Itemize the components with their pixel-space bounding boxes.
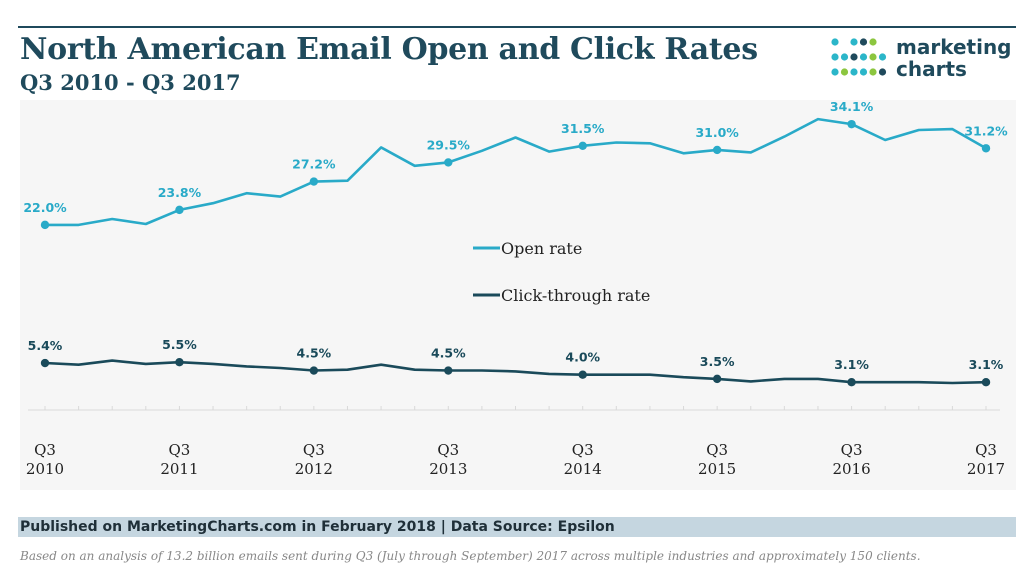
- open-rate-point: [578, 141, 587, 150]
- open-rate-data-label: 22.0%: [23, 200, 67, 215]
- click-rate-data-label: 4.5%: [297, 346, 332, 361]
- logo-dot: [831, 53, 839, 61]
- logo-dot: [840, 68, 849, 76]
- x-tick-label: 2016: [832, 460, 870, 478]
- chart-subtitle: Q3 2010 - Q3 2017: [20, 70, 241, 95]
- top-rule: [18, 26, 1016, 28]
- click-rate-data-label: 5.4%: [28, 338, 63, 353]
- logo-dot: [850, 68, 858, 76]
- logo-dots-icon: [831, 38, 887, 76]
- click-rate-point: [712, 374, 722, 384]
- open-rate-point: [981, 144, 991, 153]
- x-tick-label: Q3: [34, 441, 56, 459]
- footer-band: [18, 517, 1016, 537]
- open-rate-point: [847, 119, 856, 129]
- open-rate-legend-label: Open rate: [501, 239, 582, 258]
- open-rate-point: [309, 177, 319, 186]
- logo-dot: [869, 38, 877, 46]
- x-tick-label: 2011: [160, 460, 198, 478]
- logo-dot: [869, 68, 877, 76]
- click-rate-data-label: 4.0%: [565, 350, 600, 365]
- x-tick-label: Q3: [572, 441, 594, 459]
- x-tick-label: 2012: [295, 460, 333, 478]
- x-tick-label: Q3: [975, 441, 997, 459]
- logo-dot: [840, 53, 849, 61]
- click-rate-data-label: 3.5%: [700, 354, 735, 369]
- plot-background: [20, 100, 1016, 490]
- x-tick-label: Q3: [841, 441, 863, 459]
- open-rate-data-label: 31.2%: [964, 123, 1008, 138]
- open-rate-point: [40, 220, 50, 230]
- click-rate-point: [981, 377, 991, 387]
- click-rate-point: [40, 358, 50, 368]
- line-chart: Q32010Q32011Q32012Q32013Q32014Q32015Q320…: [20, 100, 1016, 490]
- click-rate-point: [444, 366, 453, 375]
- x-tick-label: 2015: [698, 460, 736, 478]
- logo-dot: [850, 53, 858, 61]
- logo-text-line1: marketing: [896, 35, 1012, 59]
- x-tick-label: 2010: [26, 460, 64, 478]
- x-tick-label: 2014: [564, 460, 602, 478]
- click-rate-series-line: [44, 359, 987, 385]
- logo-dot: [869, 53, 877, 61]
- logo-dot: [859, 53, 868, 61]
- open-rate-data-label: 34.1%: [830, 100, 874, 114]
- open-rate-data-label: 27.2%: [292, 157, 336, 172]
- open-rate-point: [712, 145, 722, 155]
- x-tick-label: 2013: [429, 460, 467, 478]
- click-rate-point: [847, 377, 856, 387]
- click-rate-data-label: 3.1%: [969, 357, 1004, 372]
- marketingcharts-logo: marketing charts: [830, 36, 1020, 86]
- chart-title: North American Email Open and Click Rate…: [20, 32, 758, 67]
- click-rate-legend-label: Click-through rate: [501, 286, 650, 305]
- click-rate-data-label: 4.5%: [431, 346, 466, 361]
- x-tick-label: Q3: [706, 441, 728, 459]
- logo-dot: [831, 38, 839, 46]
- x-tick-label: Q3: [303, 441, 325, 459]
- logo-dot: [831, 68, 839, 76]
- footer-note: Based on an analysis of 13.2 billion ema…: [20, 549, 921, 563]
- logo-text-line2: charts: [896, 57, 967, 81]
- logo-dot: [878, 68, 887, 76]
- logo-dot: [878, 53, 887, 61]
- click-rate-point: [309, 366, 319, 375]
- open-rate-data-label: 29.5%: [427, 137, 471, 152]
- logo-dot: [850, 38, 858, 46]
- open-rate-data-label: 31.0%: [695, 125, 739, 140]
- x-tick-label: Q3: [437, 441, 459, 459]
- logo-dot: [859, 68, 868, 76]
- logo-dot: [859, 38, 868, 46]
- click-rate-point: [175, 358, 184, 367]
- x-tick-label: Q3: [169, 441, 191, 459]
- click-rate-data-label: 5.5%: [162, 337, 197, 352]
- x-tick-label: 2017: [967, 460, 1005, 478]
- logo-text: marketing charts: [896, 36, 1012, 80]
- open-rate-series-line: [45, 117, 987, 227]
- open-rate-point: [175, 205, 184, 215]
- footer-published: Published on MarketingCharts.com in Febr…: [20, 519, 615, 535]
- open-rate-data-label: 23.8%: [158, 185, 202, 200]
- open-rate-point: [444, 158, 453, 167]
- click-rate-point: [578, 370, 587, 379]
- open-rate-data-label: 31.5%: [561, 121, 605, 136]
- click-rate-data-label: 3.1%: [834, 357, 869, 372]
